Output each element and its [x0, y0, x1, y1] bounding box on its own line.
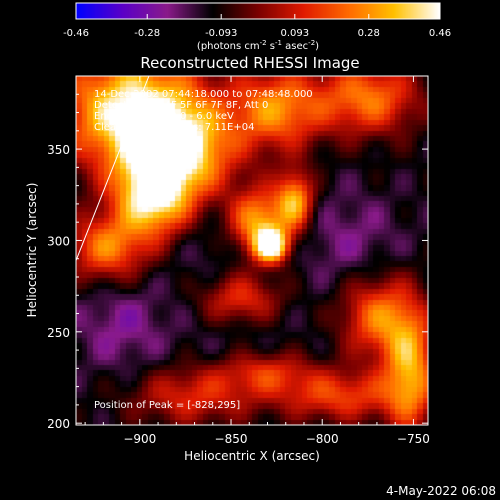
x-tick-label: −850: [215, 432, 248, 446]
x-tick-label: −750: [397, 432, 430, 446]
annotation-clean: Clean Total counts: 7.11E+04: [94, 122, 254, 133]
y-tick-label: 250: [47, 326, 70, 340]
chart-title: Reconstructed RHESSI Image: [140, 54, 359, 72]
y-tick-label: 350: [47, 143, 70, 157]
x-axis-label: Heliocentric X (arcsec): [184, 449, 320, 463]
colorbar: -0.46 -0.28 -0.093 0.093 0.28 0.46 (photons c…: [63, 2, 451, 52]
colorbar-tick-label: 0.46: [429, 28, 451, 39]
annotation-block: 14-Dec-2002 07:44:18.000 to 07:48:48.000…: [94, 89, 313, 411]
colorbar-frame: [75, 2, 441, 20]
annotation-peak: Position of Peak = [-828,295]: [94, 400, 240, 411]
y-tick-label: 300: [47, 234, 70, 248]
colorbar-tick-label: -0.093: [205, 28, 237, 39]
plot-frame: [75, 75, 429, 426]
colorbar-units: (photons cm-2 s-1 asec-2): [197, 39, 319, 52]
colorbar-tick-label: -0.28: [134, 28, 160, 39]
colorbar-tick-label: 0.093: [280, 28, 309, 39]
colorbar-tick-label: 0.28: [358, 28, 380, 39]
colorbar-tick-label: -0.46: [63, 28, 89, 39]
x-tick-label: −900: [123, 432, 156, 446]
colorbar-gradient: [76, 3, 440, 19]
annotation-energy: Energy Range: 3.0 - 6.0 keV: [94, 111, 234, 122]
solar-limb-line: [76, 76, 150, 261]
annotation-detectors: Detectors: 3F 4F 5F 6F 7F 8F, Att 0: [94, 100, 268, 111]
x-tick-label: −800: [306, 432, 339, 446]
annotation-time: 14-Dec-2002 07:44:18.000 to 07:48:48.000: [94, 89, 313, 100]
heatmap-image: [76, 76, 428, 425]
y-axis-label: Heliocentric Y (arcsec): [25, 183, 39, 318]
footer-date: 4-May-2022 06:08: [386, 484, 496, 498]
x-axis-ticks: −900 −850 −800 −750: [84, 76, 430, 446]
colorbar-ticks: -0.46 -0.28 -0.093 0.093 0.28 0.46: [63, 14, 451, 39]
y-axis-ticks: 200 250 300 350: [47, 93, 428, 431]
y-tick-label: 200: [47, 417, 70, 431]
